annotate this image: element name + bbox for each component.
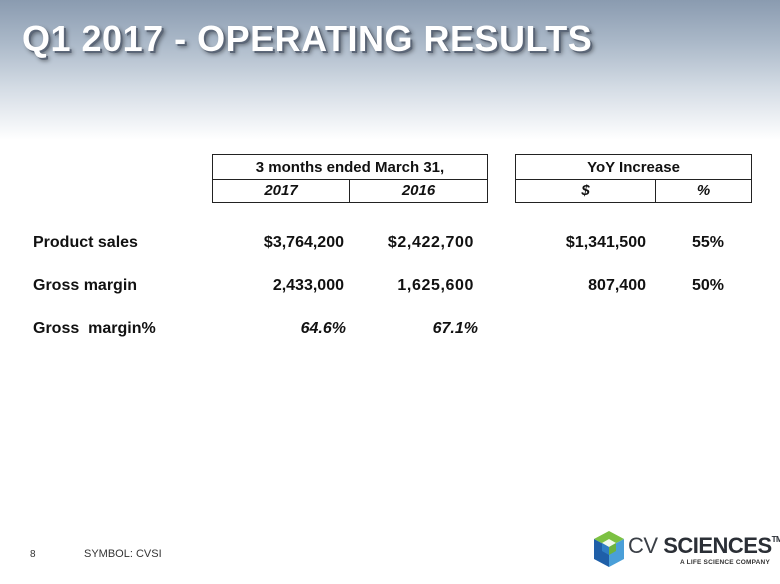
col-header-dollar: $ xyxy=(516,179,656,202)
gross-margin-2017: 2,433,000 xyxy=(272,277,344,294)
col-header-2016: 2016 xyxy=(401,182,436,199)
header-background xyxy=(0,0,780,140)
logo-sciences: SCIENCES xyxy=(663,533,772,558)
row-label-product-sales: Product sales xyxy=(33,234,138,251)
gross-margin-yoy-pct: 50% xyxy=(691,277,724,294)
company-logo: CV SCIENCESTM A LIFE SCIENCE COMPANY xyxy=(592,527,780,577)
period-header: 3 months ended March 31, xyxy=(255,158,445,176)
gross-margin-2016: 1,625,600 xyxy=(397,277,474,294)
logo-cv: CV xyxy=(628,533,658,558)
col-header-2017: 2017 xyxy=(213,179,350,202)
row-label-gross-margin: Gross margin xyxy=(33,277,138,294)
gross-margin-yoy-dollar: 807,400 xyxy=(588,277,646,294)
row-label-gross-margin-pct: Gross margin% xyxy=(33,320,156,337)
col-header-pct: % xyxy=(696,182,711,199)
product-sales-yoy-dollar: $1,341,500 xyxy=(565,234,646,251)
page-number: 8 xyxy=(30,549,36,560)
period-header-box: 3 months ended March 31, 2017 2016 xyxy=(212,154,488,203)
gross-margin-pct-2017: 64.6% xyxy=(300,320,346,337)
gross-margin-pct-2016: 67.1% xyxy=(432,320,478,337)
product-sales-2016: $2,422,700 xyxy=(387,234,474,251)
product-sales-2017: $3,764,200 xyxy=(263,234,344,251)
product-sales-yoy-pct: 55% xyxy=(691,234,724,251)
cube-logo-icon xyxy=(594,531,624,567)
logo-tagline: A LIFE SCIENCE COMPANY xyxy=(680,559,770,566)
logo-trademark: TM xyxy=(771,535,780,544)
logo-wordmark: CV SCIENCESTM xyxy=(628,533,780,559)
ticker-symbol: SYMBOL: CVSI xyxy=(84,548,162,560)
yoy-header: YoY Increase xyxy=(587,158,680,176)
slide-title: Q1 2017 - OPERATING RESULTS xyxy=(22,18,593,59)
yoy-header-box: YoY Increase $ % xyxy=(515,154,752,203)
